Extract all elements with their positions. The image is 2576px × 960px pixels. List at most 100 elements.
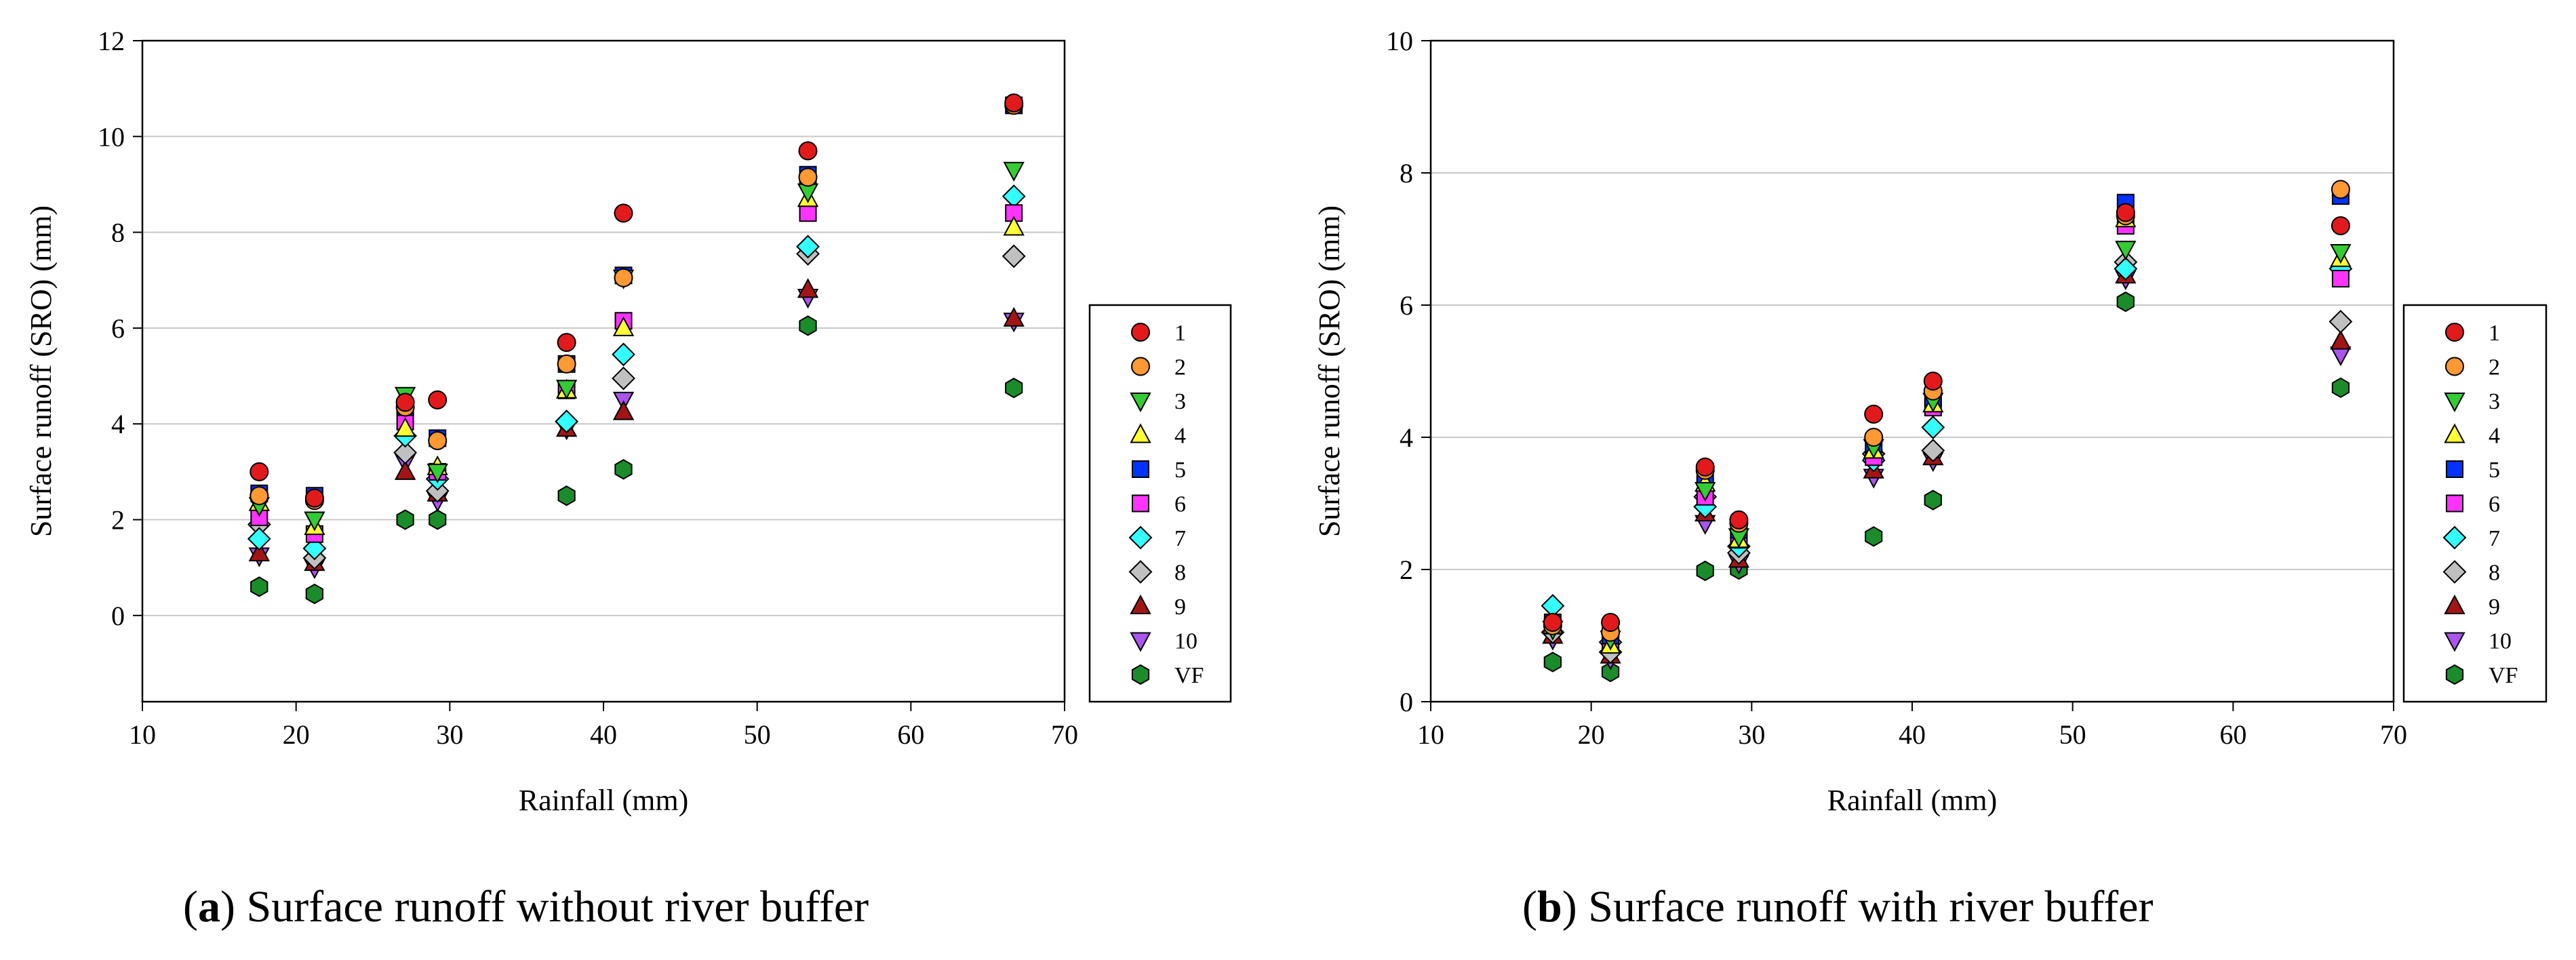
legend-label-a-4: 4: [1174, 424, 1186, 449]
legend-marker-b-8: [2442, 560, 2467, 584]
legend-marker-a-5: [1132, 460, 1149, 478]
point-a-4-2: [394, 417, 416, 437]
x-tick-label-a-6: 70: [1051, 719, 1078, 750]
point-a-8-7: [1002, 244, 1026, 268]
point-a-3-7: [1003, 161, 1025, 182]
point-b-3-2: [1695, 482, 1716, 502]
point-a-VF-3: [429, 509, 447, 530]
legend-marker-b-9: [2444, 594, 2465, 614]
legend-label-b-2: 2: [2489, 355, 2500, 380]
x-tick-label-b-1: 20: [1578, 719, 1605, 750]
legend-marker-a-7: [1128, 525, 1153, 550]
x-tick-label-a-0: 10: [129, 719, 156, 750]
point-a-3-3: [427, 463, 448, 484]
legend-marker-a-VF: [1131, 664, 1150, 685]
x-tick-label-a-1: 20: [283, 719, 310, 750]
legend-marker-b-4: [2444, 423, 2465, 443]
x-tick-label-b-6: 70: [2380, 719, 2407, 750]
point-a-7-6: [796, 235, 820, 259]
legend-label-b-10: 10: [2489, 629, 2512, 654]
point-a-1-3: [428, 390, 448, 409]
point-b-9-7: [2330, 329, 2352, 350]
legend-label-a-VF: VF: [1174, 663, 1204, 688]
chart-b: 0 2 4 6 8 10 10 20 30 40 50 60 70 Rainfall (mm) Surfac…: [1313, 26, 2548, 817]
legend-marker-b-10: [2444, 632, 2465, 652]
legend-label-a-7: 7: [1174, 526, 1186, 551]
y-tick-label-a-2: 4: [111, 409, 125, 439]
point-b-1-4: [1864, 404, 1884, 424]
point-a-2-6: [798, 167, 818, 187]
point-a-9-5: [612, 400, 635, 420]
y-tick-label-a-1: 2: [111, 505, 125, 536]
y-tick-label-a-3: 6: [111, 313, 125, 344]
legend-marker-a-9: [1130, 594, 1151, 614]
legend-marker-b-5: [2446, 460, 2463, 478]
point-b-VF-6: [2116, 291, 2135, 313]
point-a-8-5: [612, 366, 635, 391]
point-b-3-6: [2115, 241, 2137, 261]
y-tick-label-a-6: 12: [98, 26, 125, 56]
point-b-VF-2: [1696, 560, 1714, 582]
legend-label-a-10: 10: [1174, 629, 1197, 654]
caption-a: (a) Surface runoff without river buffer: [183, 882, 869, 932]
legend-marker-a-8: [1128, 560, 1153, 584]
point-a-VF-0: [250, 576, 269, 597]
legend-label-a-3: 3: [1174, 389, 1186, 414]
legend-label-a-9: 9: [1174, 595, 1186, 620]
point-a-VF-6: [799, 315, 817, 336]
caption-b-label: b: [1537, 882, 1562, 932]
legend-label-a-1: 1: [1174, 321, 1186, 346]
x-tick-label-b-3: 40: [1899, 719, 1926, 750]
point-a-VF-5: [614, 459, 633, 480]
legend-label-b-VF: VF: [2489, 663, 2518, 688]
point-b-3-7: [2330, 244, 2352, 264]
point-a-1-0: [250, 462, 269, 481]
point-b-VF-0: [1543, 652, 1562, 673]
x-tick-label-a-3: 40: [590, 719, 617, 750]
legend-label-b-6: 6: [2489, 492, 2500, 517]
x-tick-label-b-5: 60: [2219, 719, 2246, 750]
point-a-3-4: [555, 380, 578, 400]
legend-box-b: [2402, 304, 2548, 703]
point-a-6-6: [799, 204, 817, 222]
point-b-1-5: [1923, 372, 1943, 391]
point-b-1-1: [1601, 613, 1621, 632]
point-b-6-7: [2331, 270, 2350, 287]
x-tick-label-a-2: 30: [436, 719, 463, 750]
point-a-1-5: [614, 203, 633, 223]
point-a-4-5: [612, 316, 635, 336]
legend-label-b-9: 9: [2489, 595, 2500, 620]
point-b-7-6: [2114, 256, 2138, 281]
point-a-1-7: [1004, 93, 1024, 113]
legend-marker-a-1: [1131, 323, 1150, 342]
legend-label-b-4: 4: [2489, 424, 2500, 449]
point-a-9-2: [394, 460, 416, 480]
point-a-1-2: [395, 393, 415, 412]
legend-label-a-8: 8: [1174, 561, 1186, 586]
legend-marker-a-3: [1130, 393, 1151, 413]
point-a-7-1: [302, 536, 327, 561]
point-b-1-2: [1695, 457, 1715, 477]
y-tick-label-b-4: 8: [1400, 158, 1413, 188]
y-tick-label-b-3: 6: [1400, 290, 1413, 321]
point-b-1-6: [2116, 203, 2135, 222]
point-b-7-5: [1921, 415, 1945, 439]
legend-label-a-6: 6: [1174, 492, 1186, 517]
point-a-4-7: [1003, 216, 1025, 236]
x-axis-label-b: Rainfall (mm): [1827, 784, 1998, 817]
plot-frame-b: [1429, 39, 2395, 703]
caption-b: (b) Surface runoff with river buffer: [1522, 882, 2154, 932]
legend-label-b-7: 7: [2489, 526, 2500, 551]
point-a-VF-7: [1005, 378, 1023, 399]
legend-marker-b-3: [2444, 393, 2465, 413]
y-tick-label-b-0: 0: [1400, 687, 1413, 717]
y-tick-label-a-0: 0: [111, 601, 125, 631]
x-tick-label-b-2: 30: [1738, 719, 1765, 750]
caption-a-text: Surface runoff without river buffer: [246, 882, 869, 932]
caption-b-text: Surface runoff with river buffer: [1588, 882, 2154, 932]
point-a-8-3: [425, 479, 450, 503]
x-tick-label-a-4: 50: [744, 719, 771, 750]
